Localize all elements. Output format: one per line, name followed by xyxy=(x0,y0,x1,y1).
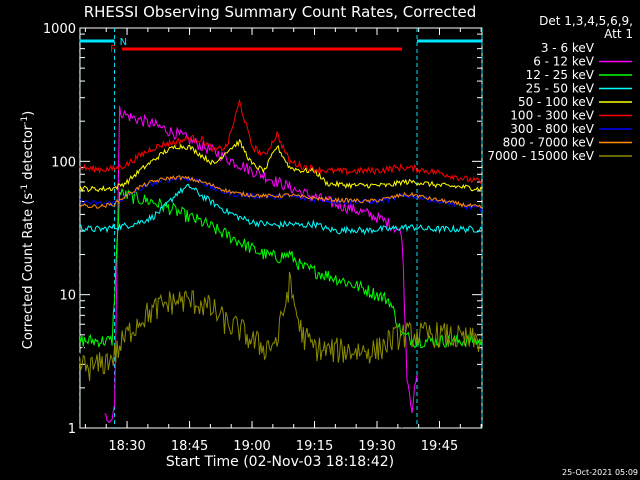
legend-label: 25 - 50 keV xyxy=(526,82,595,96)
axis-ticks: 18:30 18:45 19:00 19:15 19:30 19:45 1 10 100 1000 xyxy=(43,22,482,454)
x-tick-label: 18:30 xyxy=(108,439,145,454)
footer-timestamp: 25-Oct-2021 05:09 xyxy=(562,468,638,477)
y-tick-label: 1000 xyxy=(43,22,76,37)
legend-label: 7000 - 15000 keV xyxy=(487,149,594,163)
x-tick-label: 19:45 xyxy=(421,439,458,454)
x-axis-label: Start Time (02-Nov-03 18:18:42) xyxy=(166,454,394,470)
legend-label: 300 - 800 keV xyxy=(510,122,594,136)
series-line-6 xyxy=(79,98,483,185)
x-tick-label: 19:15 xyxy=(296,439,333,454)
legend-label: 100 - 300 keV xyxy=(510,109,594,123)
legend-label: 3 - 6 keV xyxy=(541,41,595,55)
legend-header-line2: Att 1 xyxy=(604,27,633,41)
series-line-3 xyxy=(79,188,483,349)
legend-label: 6 - 12 keV xyxy=(533,55,595,69)
y-tick-label: 10 xyxy=(59,289,76,304)
series-line-7 xyxy=(79,175,483,213)
series-line-5 xyxy=(79,138,483,193)
y-tick-label: 1 xyxy=(68,422,76,437)
series-line-1 xyxy=(79,256,403,429)
x-tick-label: 19:00 xyxy=(233,439,270,454)
y-axis-label: Corrected Count Rate (s-1 detector-1) xyxy=(20,111,36,349)
legend-label: 800 - 7000 keV xyxy=(503,136,595,150)
y-tick-label: 100 xyxy=(51,155,76,170)
series-line-9 xyxy=(79,271,483,382)
series-line-8 xyxy=(79,174,483,209)
x-tick-label: 18:45 xyxy=(171,439,208,454)
flag-bars: NF xyxy=(79,28,483,428)
chart-title: RHESSI Observing Summary Count Rates, Co… xyxy=(84,3,477,21)
night-flag-label: N xyxy=(120,37,127,48)
legend-label: 50 - 100 keV xyxy=(518,95,595,109)
flare-flag-label: F xyxy=(110,44,116,55)
series-line-4 xyxy=(79,183,483,236)
legend-header-line1: Det 1,3,4,5,6,9, xyxy=(539,14,633,28)
x-tick-label: 19:30 xyxy=(358,439,395,454)
series-line-2 xyxy=(104,105,418,424)
legend-label: 12 - 25 keV xyxy=(526,68,595,82)
series-lines xyxy=(79,98,483,429)
